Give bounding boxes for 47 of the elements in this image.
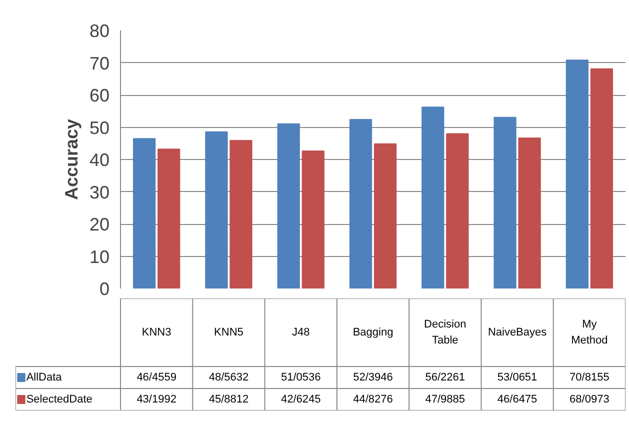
data-label: 44/8276 <box>353 394 393 406</box>
x-tick-label: My Method <box>571 318 608 346</box>
x-tick-label: KNN5 <box>214 326 244 338</box>
x-tick-label: J48 <box>292 326 310 338</box>
data-label: 45/8812 <box>208 394 249 406</box>
data-label: 47/9885 <box>425 394 466 406</box>
y-tick-label: 20 <box>89 214 110 234</box>
data-label: 52/3946 <box>353 372 393 384</box>
bar <box>566 60 588 288</box>
bar <box>132 138 156 288</box>
x-tick-label: Decision Table <box>424 318 466 346</box>
y-tick-label: 30 <box>89 182 110 202</box>
bar <box>494 116 516 288</box>
bar <box>158 148 180 288</box>
data-label: 70/8155 <box>570 372 610 384</box>
data-label: 68/0973 <box>570 394 610 406</box>
legend-label: AllData <box>26 372 63 384</box>
y-tick-label: 50 <box>89 118 110 138</box>
y-tick-label: 40 <box>89 150 110 170</box>
data-label: 46/6475 <box>497 394 538 406</box>
data-label: 46/4559 <box>136 372 176 384</box>
y-tick-label: 60 <box>89 86 110 106</box>
bar <box>349 119 372 288</box>
bar <box>590 68 614 288</box>
data-label: 43/1992 <box>136 394 176 406</box>
y-tick-label: 70 <box>89 53 110 74</box>
bar <box>302 150 324 288</box>
legend-label: SelectedDate <box>26 394 92 406</box>
bar <box>277 123 300 288</box>
y-tick-label: 80 <box>89 21 110 41</box>
bar <box>446 133 469 288</box>
bar <box>205 131 228 288</box>
x-tick-label: KNN3 <box>142 326 172 338</box>
bar <box>374 143 397 288</box>
y-tick-label: 0 <box>99 279 110 299</box>
bar <box>230 140 252 288</box>
y-axis-title: Accuracy <box>61 118 82 200</box>
bar <box>422 106 444 288</box>
bar <box>518 138 541 288</box>
x-tick-label: NaiveBayes <box>488 326 548 338</box>
y-tick-label: 10 <box>89 246 110 267</box>
data-label: 42/6245 <box>280 394 321 406</box>
data-label: 51/0536 <box>280 372 321 384</box>
data-label: 48/5632 <box>208 372 249 384</box>
data-label: 56/2261 <box>425 372 466 384</box>
data-label: 53/0651 <box>497 372 538 384</box>
x-tick-label: Bagging <box>352 326 394 338</box>
